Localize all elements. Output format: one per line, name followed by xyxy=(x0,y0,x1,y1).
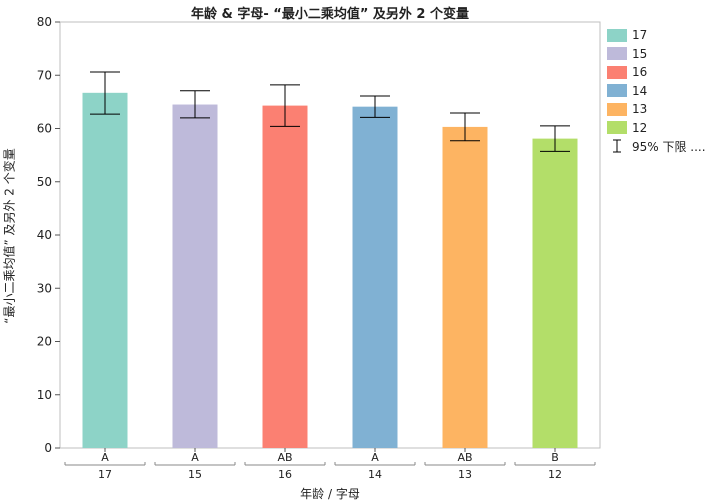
y-tick-label: 30 xyxy=(37,281,52,295)
x-letter-label: AB xyxy=(277,451,292,464)
legend-swatch xyxy=(607,102,627,116)
legend-item: 14 xyxy=(607,82,706,101)
legend-item: 15 xyxy=(607,45,706,64)
bar xyxy=(82,92,128,448)
legend: 17 15 16 14 13 12 95% 下限 .... xyxy=(607,26,706,155)
bar xyxy=(442,126,488,448)
legend-item: 16 xyxy=(607,63,706,82)
chart-title: 年龄 & 字母- “最小二乘均值” 及另外 2 个变量 xyxy=(190,7,470,22)
legend-label: 14 xyxy=(632,83,648,98)
legend-swatch xyxy=(607,84,627,98)
legend-label: 13 xyxy=(632,102,648,117)
legend-item: 12 xyxy=(607,119,706,138)
x-letter-label: A xyxy=(191,451,199,464)
legend-item: 13 xyxy=(607,100,706,119)
legend-item: 17 xyxy=(607,26,706,45)
legend-swatch xyxy=(607,28,627,42)
y-tick-label: 70 xyxy=(37,68,52,82)
x-category-label: 17 xyxy=(98,468,112,481)
bar xyxy=(352,106,398,448)
legend-label: 12 xyxy=(632,120,648,135)
bar xyxy=(262,105,308,448)
x-category-label: 15 xyxy=(188,468,202,481)
legend-swatch xyxy=(607,47,627,61)
legend-items: 17 15 16 14 13 12 xyxy=(607,26,706,137)
x-category-label: 13 xyxy=(458,468,472,481)
legend-label: 16 xyxy=(632,65,648,80)
legend-swatch xyxy=(607,121,627,135)
bar xyxy=(532,138,578,448)
x-letter-label: A xyxy=(101,451,109,464)
x-letter-label: AB xyxy=(457,451,472,464)
y-tick-label: 10 xyxy=(37,388,52,402)
y-tick-label: 20 xyxy=(37,335,52,349)
legend-swatch xyxy=(607,65,627,79)
y-tick-label: 40 xyxy=(37,228,52,242)
x-letter-label: B xyxy=(551,451,559,464)
legend-errorbar-label: 95% 下限 .... xyxy=(632,139,706,154)
errorbar-icon xyxy=(607,139,627,153)
y-tick-label: 60 xyxy=(37,122,52,136)
legend-label: 17 xyxy=(632,28,648,43)
plot-frame xyxy=(59,21,601,449)
x-axis-title: 年龄 / 字母 xyxy=(300,487,360,501)
y-tick-label: 80 xyxy=(37,15,52,29)
y-tick-label: 0 xyxy=(44,441,52,455)
x-category-label: 14 xyxy=(368,468,382,481)
x-category-label: 16 xyxy=(278,468,292,481)
bar xyxy=(172,104,218,448)
x-category-label: 12 xyxy=(548,468,562,481)
y-tick-label: 50 xyxy=(37,175,52,189)
legend-errorbar-item: 95% 下限 .... xyxy=(607,137,706,155)
x-letter-label: A xyxy=(371,451,379,464)
legend-label: 15 xyxy=(632,46,648,61)
